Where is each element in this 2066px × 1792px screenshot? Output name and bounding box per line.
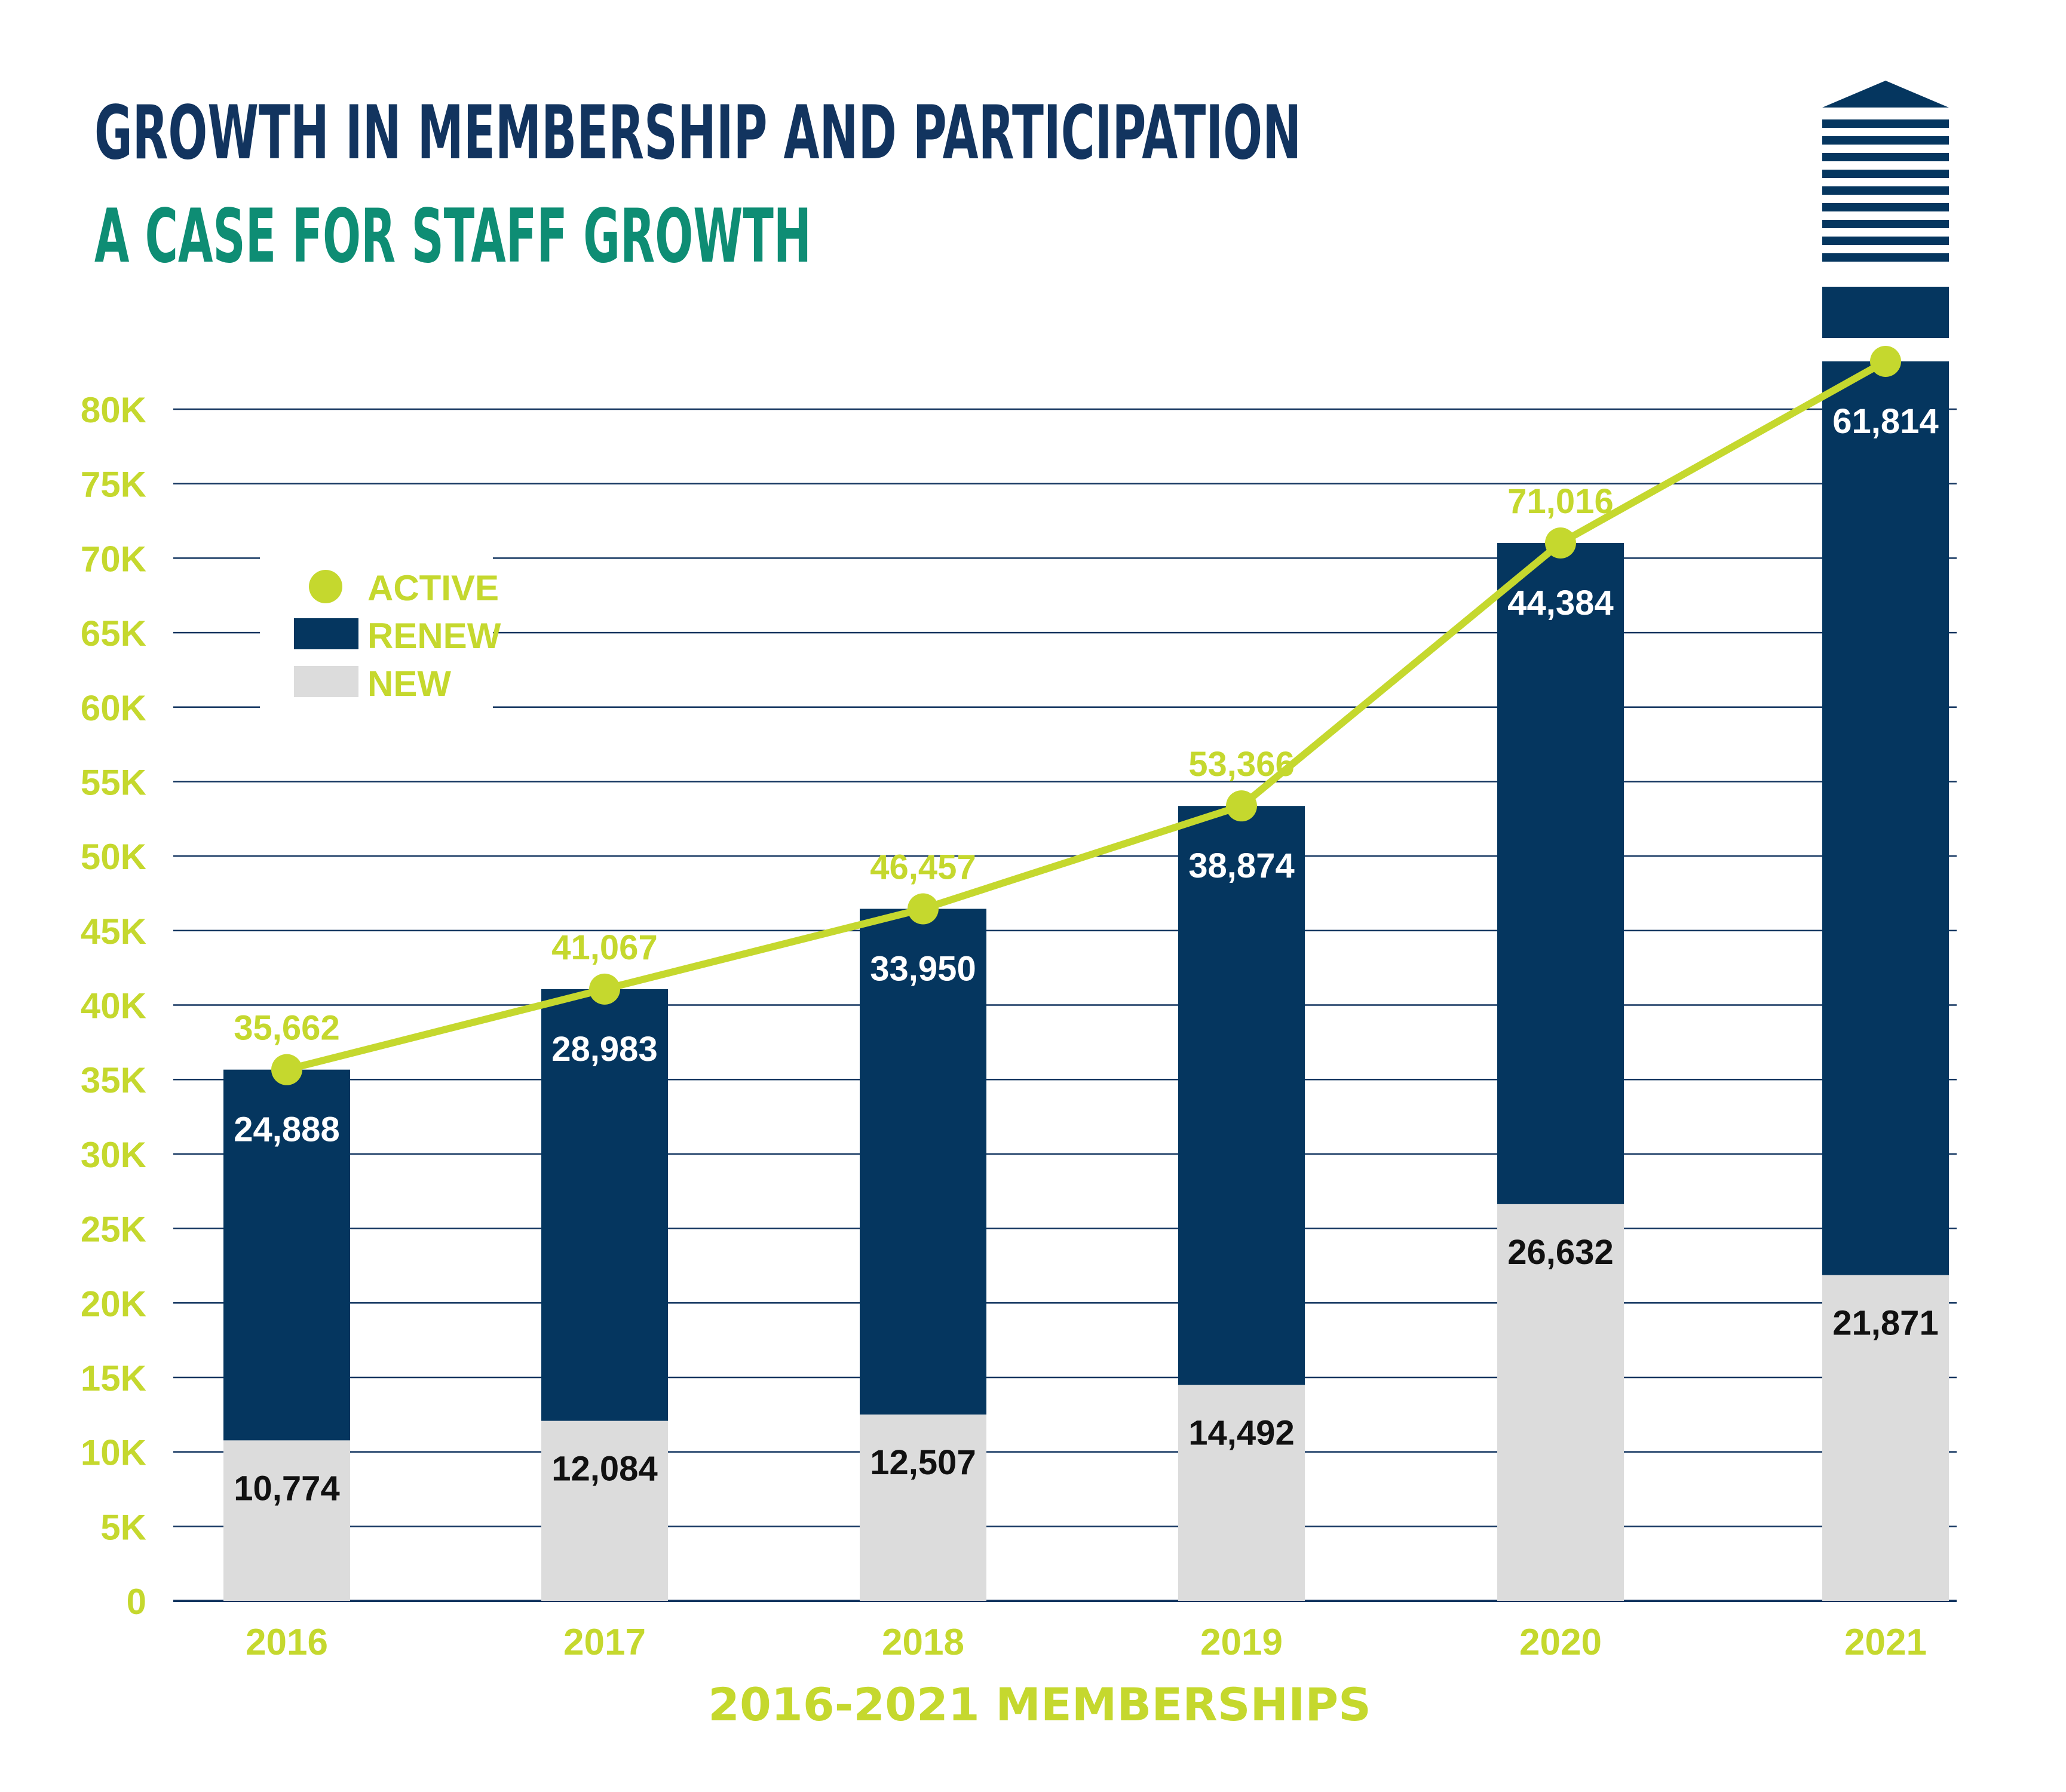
chart-title: GROWTH IN MEMBERSHIP AND PARTICIPATION bbox=[94, 90, 1301, 176]
renew-value-label: 24,888 bbox=[234, 1110, 339, 1149]
bar-renew-2017 bbox=[541, 989, 668, 1421]
x-tick-label: 2020 bbox=[1519, 1622, 1602, 1663]
x-tick-label: 2017 bbox=[563, 1622, 646, 1663]
bar-new-2019 bbox=[1178, 1385, 1305, 1601]
legend-active-marker bbox=[309, 570, 342, 603]
bar-new-2020 bbox=[1497, 1204, 1624, 1601]
y-tick-label: 35K bbox=[81, 1060, 146, 1100]
x-tick-label: 2021 bbox=[1844, 1622, 1927, 1663]
y-tick-label: 30K bbox=[81, 1135, 146, 1175]
x-axis: 2016 2017 2018 2019 2020 2021 bbox=[246, 1622, 1927, 1663]
y-tick-label: 80K bbox=[81, 390, 146, 430]
overflow-stripe bbox=[1822, 220, 1949, 228]
y-tick-label: 25K bbox=[81, 1210, 146, 1250]
bars: 10,774 24,888 12,084 28,983 12,507 33,950 14,4… bbox=[223, 361, 1949, 1601]
bar-new-2021 bbox=[1822, 1275, 1949, 1601]
y-tick-label: 5K bbox=[100, 1507, 146, 1547]
y-tick-label: 70K bbox=[81, 539, 146, 579]
active-point-2017 bbox=[589, 973, 620, 1005]
overflow-stripe bbox=[1822, 170, 1949, 178]
active-series-line bbox=[286, 358, 1887, 1073]
bar-renew-2019 bbox=[1178, 806, 1305, 1385]
y-tick-label: 50K bbox=[81, 837, 146, 877]
active-value-label: 46,457 bbox=[870, 848, 976, 886]
bar-renew-2018 bbox=[860, 909, 986, 1415]
bar-renew-2020 bbox=[1497, 543, 1624, 1204]
new-value-label: 14,492 bbox=[1188, 1414, 1294, 1453]
active-point-2018 bbox=[908, 893, 939, 925]
bar-renew-2021 bbox=[1822, 361, 1949, 1275]
renew-value-label: 33,950 bbox=[870, 949, 976, 988]
legend-new-label: NEW bbox=[367, 664, 451, 704]
y-tick-label: 45K bbox=[81, 912, 146, 952]
overflow-arrow-head bbox=[1822, 81, 1949, 108]
x-tick-label: 2019 bbox=[1200, 1622, 1283, 1663]
new-value-label: 10,774 bbox=[234, 1469, 339, 1508]
legend-renew-label: RENEW bbox=[367, 616, 501, 656]
bar-new-2018 bbox=[860, 1414, 986, 1601]
overflow-label-box bbox=[1822, 287, 1949, 338]
overflow-stripe bbox=[1822, 203, 1949, 211]
y-tick-label: 40K bbox=[81, 986, 146, 1026]
active-point-2016 bbox=[271, 1054, 302, 1085]
y-tick-label: 0 bbox=[127, 1582, 146, 1622]
new-value-label: 12,084 bbox=[551, 1450, 657, 1489]
legend-active-label: ACTIVE bbox=[367, 568, 499, 608]
overflow-stripe bbox=[1822, 186, 1949, 195]
y-tick-label: 10K bbox=[81, 1433, 146, 1473]
active-value-label: 41,067 bbox=[551, 928, 657, 967]
active-point-2019 bbox=[1226, 790, 1257, 822]
active-point-2020 bbox=[1545, 527, 1576, 559]
overflow-stripe bbox=[1822, 119, 1949, 128]
active-point-2021 bbox=[1870, 346, 1901, 377]
new-value-label: 12,507 bbox=[870, 1443, 976, 1482]
overflow-stripe bbox=[1822, 237, 1949, 245]
y-tick-label: 55K bbox=[81, 762, 146, 802]
y-axis-ticks: 0 5K 10K 15K 20K 25K 30K 35K 40K 45K 50K 55K 60K 65K 7… bbox=[81, 390, 146, 1622]
legend-renew-swatch bbox=[294, 618, 358, 649]
gridlines bbox=[173, 408, 1957, 1602]
legend: ACTIVE RENEW NEW bbox=[294, 568, 501, 704]
legend-new-swatch bbox=[294, 666, 358, 697]
chart-subtitle: A CASE FOR STAFF GROWTH bbox=[94, 194, 811, 280]
active-value-label: 53,366 bbox=[1188, 745, 1294, 784]
x-tick-label: 2016 bbox=[246, 1622, 328, 1663]
renew-value-label: 28,983 bbox=[551, 1030, 657, 1069]
y-tick-label: 75K bbox=[81, 465, 146, 505]
bar-new-2016 bbox=[223, 1440, 350, 1601]
x-axis-title: 2016-2021 MEMBERSHIPS bbox=[708, 1678, 1371, 1731]
renew-value-label: 38,874 bbox=[1188, 846, 1294, 885]
overflow-stripe bbox=[1822, 136, 1949, 145]
active-value-label: 35,662 bbox=[234, 1009, 339, 1048]
overflow-stripe bbox=[1822, 153, 1949, 161]
overflow-arrow-2021 bbox=[1822, 81, 1949, 338]
overflow-stripe bbox=[1822, 253, 1949, 262]
new-value-label: 21,871 bbox=[1832, 1304, 1938, 1343]
y-tick-label: 20K bbox=[81, 1284, 146, 1324]
bar-new-2017 bbox=[541, 1420, 668, 1601]
y-tick-label: 60K bbox=[81, 688, 146, 728]
renew-value-label: 61,814 bbox=[1832, 402, 1938, 441]
y-tick-label: 15K bbox=[81, 1358, 146, 1398]
y-tick-label: 65K bbox=[81, 613, 146, 653]
renew-value-label: 44,384 bbox=[1507, 584, 1613, 622]
x-tick-label: 2018 bbox=[882, 1622, 964, 1663]
bar-renew-2016 bbox=[223, 1069, 350, 1441]
new-value-label: 26,632 bbox=[1507, 1233, 1613, 1272]
active-value-label: 71,016 bbox=[1507, 482, 1613, 521]
